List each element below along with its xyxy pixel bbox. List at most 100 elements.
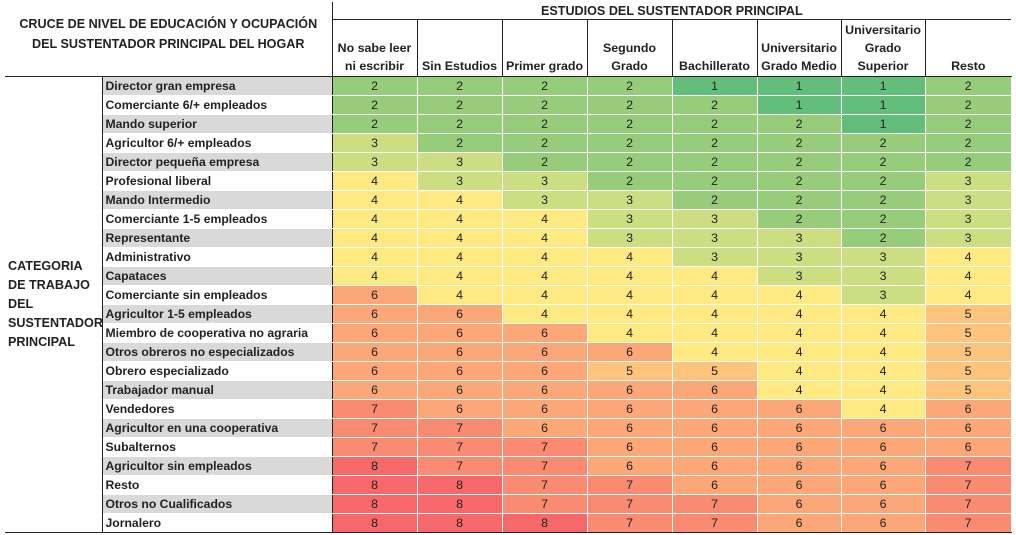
value-cell: 6 [672,399,758,419]
value-cell: 6 [757,475,842,495]
value-cell: 4 [757,361,842,381]
value-cell: 3 [672,209,758,229]
value-cell: 6 [332,342,418,362]
value-cell: 4 [417,209,503,229]
table-row: Administrativo 4 4 4 4 3 3 3 4 [5,247,1012,267]
value-cell: 2 [841,152,926,172]
value-cell: 7 [502,437,588,457]
row-group-label: CATEGORIA DE TRABAJO DEL SUSTENTADOR PRI… [5,76,103,533]
value-cell: 3 [332,152,418,172]
value-cell: 6 [417,323,503,343]
value-cell: 8 [417,513,503,533]
value-cell: 3 [417,171,503,191]
value-cell: 2 [925,114,1012,134]
value-cell: 2 [757,133,842,153]
value-cell: 2 [332,95,418,115]
occupation-label: Administrativo [102,247,333,267]
occupation-label: Miembro de cooperativa no agraria [102,323,333,343]
value-cell: 3 [841,266,926,286]
value-cell: 8 [332,494,418,514]
value-cell: 4 [925,266,1012,286]
value-cell: 6 [841,475,926,495]
value-cell: 3 [925,209,1012,229]
value-cell: 2 [587,133,673,153]
value-cell: 6 [417,342,503,362]
value-cell: 6 [841,437,926,457]
education-occupation-table-container: CRUCE DE NIVEL DE EDUCACIÓN Y OCUPACIÓN … [5,2,1012,533]
value-cell: 2 [757,171,842,191]
occupation-label: Director pequeña empresa [102,152,333,172]
value-cell: 6 [672,475,758,495]
value-cell: 6 [841,513,926,533]
value-cell: 1 [841,95,926,115]
table-row: Director pequeña empresa 3 3 2 2 2 2 2 2 [5,152,1012,172]
occupation-label: Agricultor 1-5 empleados [102,304,333,324]
value-cell: 4 [587,247,673,267]
value-cell: 2 [502,76,588,96]
table-row: Mando superior 2 2 2 2 2 2 1 2 [5,114,1012,134]
value-cell: 3 [757,228,842,248]
table-row: Agricultor sin empleados 8 7 7 6 6 6 6 7 [5,456,1012,476]
table-title-line2: DEL SUSTENTADOR PRINCIPAL DEL HOGAR [32,37,305,51]
occupation-label: Mando superior [102,114,333,134]
table-row: Trabajador manual 6 6 6 6 6 4 4 5 [5,380,1012,400]
value-cell: 6 [841,456,926,476]
value-cell: 6 [757,418,842,438]
value-cell: 4 [925,285,1012,305]
table-row: Capataces 4 4 4 4 4 3 3 4 [5,266,1012,286]
value-cell: 4 [757,304,842,324]
value-cell: 2 [841,171,926,191]
occupation-label: Resto [102,475,333,495]
table-row: Otros no Cualificados 8 8 7 7 7 6 6 7 [5,494,1012,514]
value-cell: 2 [925,152,1012,172]
value-cell: 4 [332,228,418,248]
column-header: Primer grado [502,19,588,77]
table-row: Profesional liberal 4 3 3 2 2 2 2 3 [5,171,1012,191]
value-cell: 6 [587,380,673,400]
value-cell: 2 [841,228,926,248]
value-cell: 5 [925,304,1012,324]
value-cell: 6 [587,342,673,362]
value-cell: 5 [925,342,1012,362]
occupation-label: Otros obreros no especializados [102,342,333,362]
value-cell: 2 [672,152,758,172]
value-cell: 4 [672,266,758,286]
value-cell: 2 [587,152,673,172]
value-cell: 2 [925,133,1012,153]
value-cell: 7 [417,456,503,476]
value-cell: 8 [502,513,588,533]
table-row: Comerciante 6/+ empleados 2 2 2 2 2 1 1 2 [5,95,1012,115]
value-cell: 3 [417,152,503,172]
occupation-label: Subalternos [102,437,333,457]
value-cell: 3 [925,228,1012,248]
value-cell: 4 [332,209,418,229]
column-header: Universitario Grado Medio [757,19,842,77]
value-cell: 3 [925,171,1012,191]
column-header: Bachillerato [672,19,758,77]
value-cell: 4 [841,304,926,324]
table-row: Representante 4 4 4 3 3 3 2 3 [5,228,1012,248]
column-header-row: No sabe leer ni escribir Sin Estudios Prim… [5,19,1012,77]
occupation-label: Jornalero [102,513,333,533]
occupation-label: Agricultor 6/+ empleados [102,133,333,153]
value-cell: 6 [502,380,588,400]
value-cell: 7 [332,399,418,419]
occupation-label: Agricultor sin empleados [102,456,333,476]
value-cell: 7 [502,456,588,476]
value-cell: 4 [502,247,588,267]
value-cell: 6 [841,494,926,514]
value-cell: 2 [841,209,926,229]
value-cell: 4 [841,380,926,400]
occupation-label: Representante [102,228,333,248]
value-cell: 6 [925,418,1012,438]
value-cell: 7 [417,418,503,438]
value-cell: 4 [672,323,758,343]
value-cell: 6 [587,399,673,419]
value-cell: 2 [502,152,588,172]
table-row: Subalternos 7 7 7 6 6 6 6 6 [5,437,1012,457]
table-row: Comerciante sin empleados 6 4 4 4 4 4 3 4 [5,285,1012,305]
value-cell: 7 [925,494,1012,514]
column-header: No sabe leer ni escribir [332,19,418,77]
value-cell: 3 [587,209,673,229]
value-cell: 2 [757,114,842,134]
